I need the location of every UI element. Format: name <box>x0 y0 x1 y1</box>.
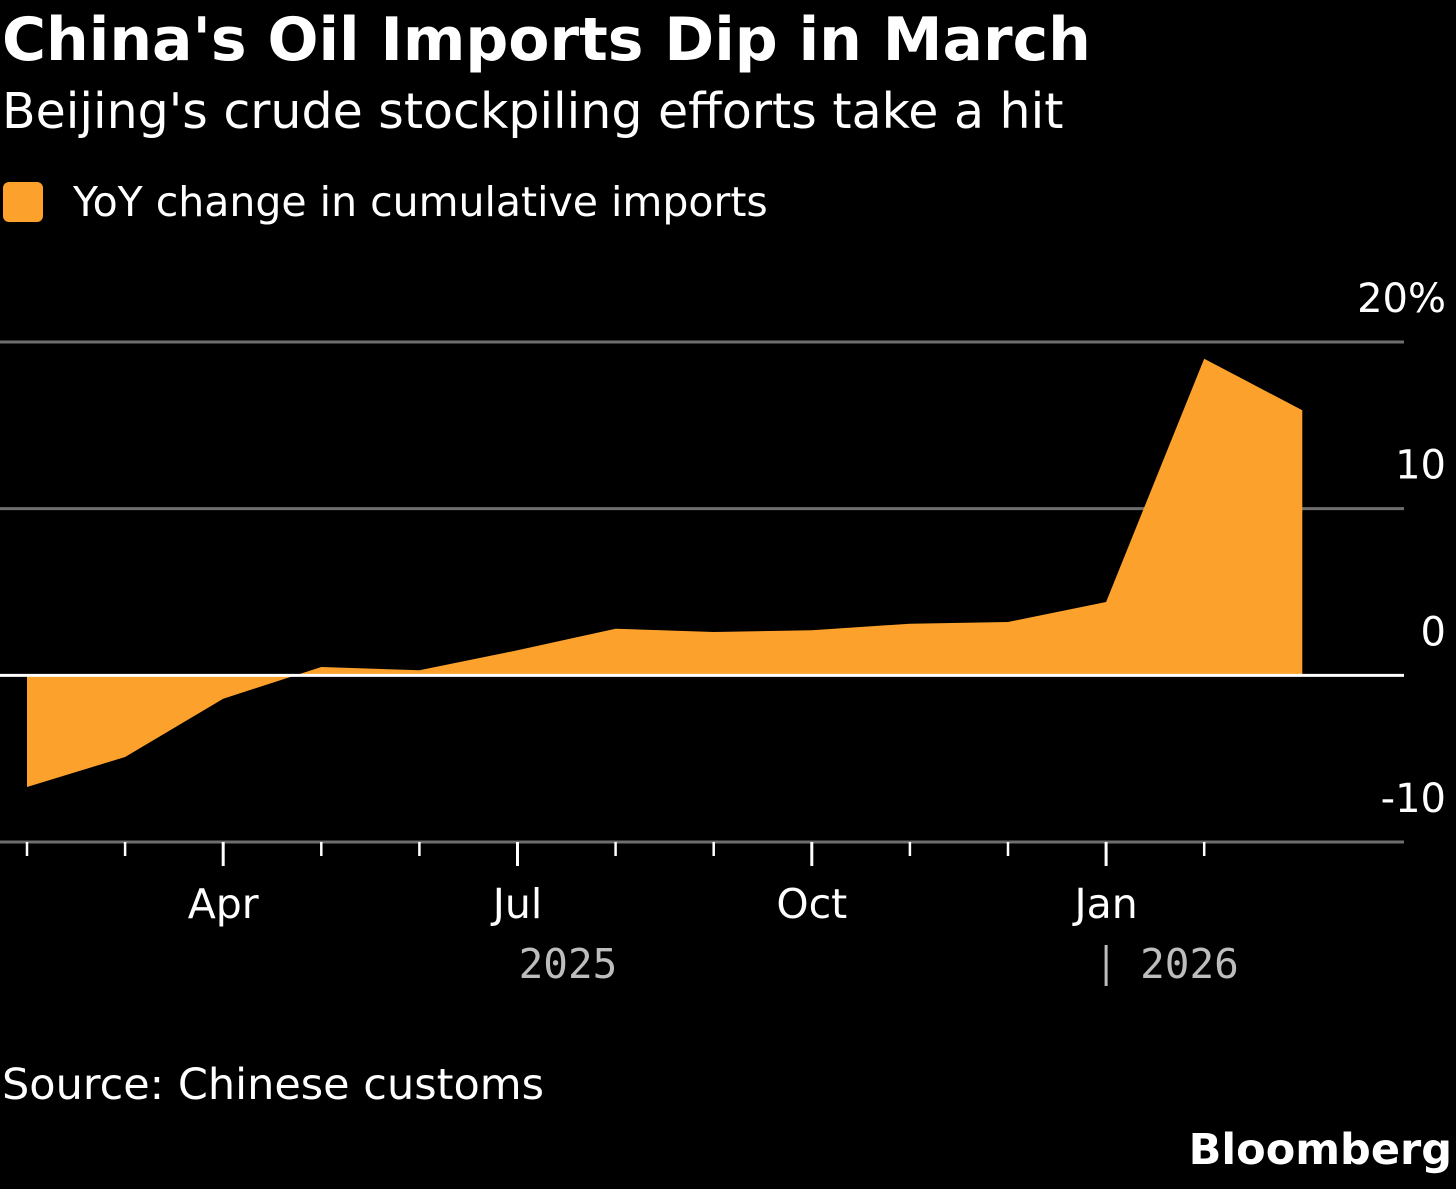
y-tick-label: 10 <box>1395 443 1446 489</box>
chart-title: China's Oil Imports Dip in March <box>2 5 1091 75</box>
x-tick-label: Jan <box>1071 880 1137 928</box>
legend-label: YoY change in cumulative imports <box>73 178 768 226</box>
y-tick-label: -10 <box>1381 776 1446 822</box>
y-tick-label: 20% <box>1357 276 1446 322</box>
legend-swatch <box>3 182 43 222</box>
x-tick-label: Jul <box>490 880 542 928</box>
bloomberg-logo: Bloomberg <box>1188 1125 1452 1175</box>
x-tick-label: Oct <box>776 880 847 928</box>
year-label-2026: 2026 <box>1140 940 1239 988</box>
y-axis-labels: -10 0 10 20% <box>1357 276 1446 822</box>
area-series-0 <box>27 358 1303 787</box>
year-label-2025: 2025 <box>519 940 618 988</box>
x-tick-label: Apr <box>188 880 259 928</box>
chart-subtitle: Beijing's crude stockpiling efforts take… <box>2 83 1064 140</box>
source-note: Source: Chinese customs <box>2 1060 545 1110</box>
x-axis: Apr Jul Oct Jan 2025 2026 <box>25 842 1239 988</box>
area-series <box>27 358 1303 787</box>
legend: YoY change in cumulative imports <box>3 172 768 232</box>
y-tick-label: 0 <box>1421 609 1446 655</box>
